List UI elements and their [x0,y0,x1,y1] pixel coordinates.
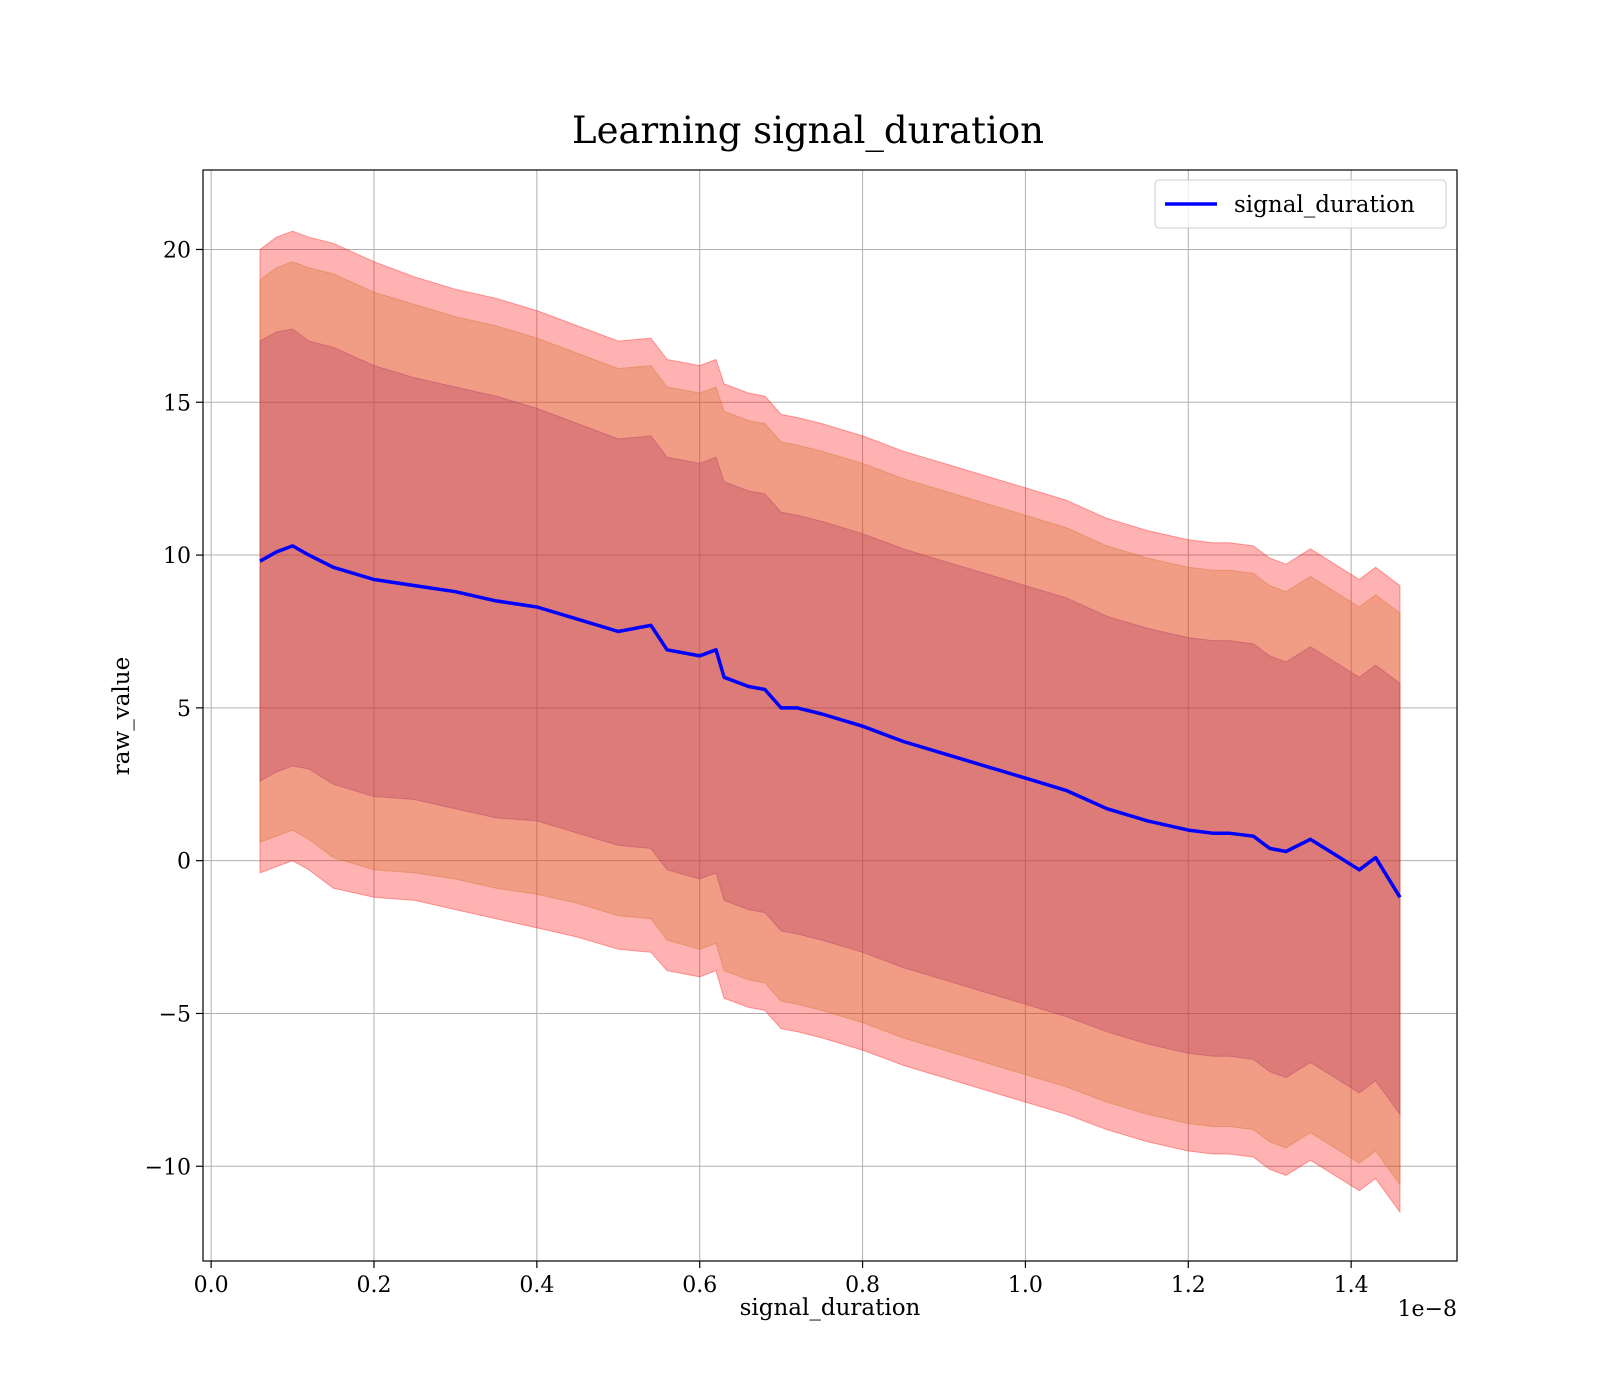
x-axis: 0.0 0.2 0.4 0.6 0.8 1.0 1.2 1.4 [194,1261,1369,1298]
y-tick-label: −5 [159,1002,191,1027]
confidence-bands [259,230,1401,1214]
x-tick-label: 1.0 [1008,1273,1043,1298]
x-tick-label: 0.4 [519,1273,554,1298]
y-axis-label: raw_value [109,657,135,775]
x-tick-label: 1.2 [1171,1273,1206,1298]
x-axis-label: signal_duration [740,1295,921,1321]
y-tick-label: 10 [163,544,191,569]
grid [203,170,1457,1261]
band-inner [259,328,1401,1116]
legend-box [1154,179,1447,229]
series-line-signal_duration [259,544,1402,899]
x-offset-label: 1e−8 [1398,1297,1457,1322]
plot-frame [202,169,1458,1262]
y-tick-label: −10 [145,1155,191,1180]
series-lines [259,544,1402,899]
x-tick-label: 0.8 [845,1273,880,1298]
legend: signal_duration [1154,179,1447,229]
y-tick-label: 15 [163,391,191,416]
x-tick-label: 1.4 [1334,1273,1369,1298]
y-axis: −10 −5 0 5 10 15 20 [145,238,203,1180]
x-tick-label: 0.6 [682,1273,717,1298]
x-tick-label: 0.0 [194,1273,229,1298]
band-middle [259,261,1401,1187]
legend-label: signal_duration [1234,192,1415,218]
y-tick-label: 20 [163,238,191,263]
x-tick-label: 0.2 [357,1273,392,1298]
band-outer [259,230,1401,1214]
chart-title: Learning signal_duration [572,109,1044,153]
y-tick-label: 5 [177,697,191,722]
y-tick-label: 0 [177,850,191,875]
